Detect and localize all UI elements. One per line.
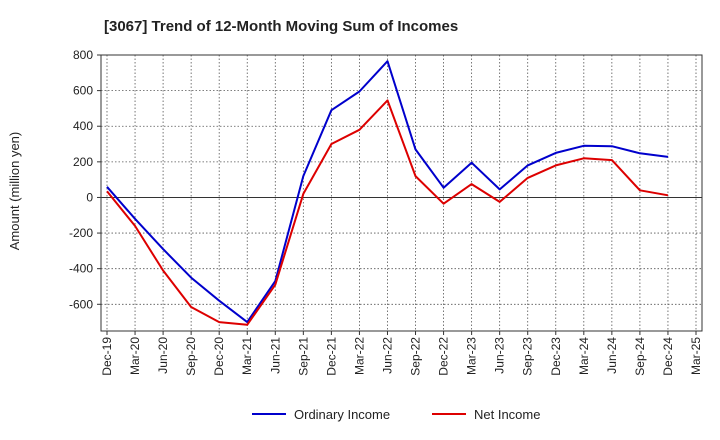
- series-line-ordinary-income: [106, 60, 669, 324]
- x-tick-label: Jun-21: [268, 337, 282, 374]
- x-tick-label: Sep-20: [184, 337, 198, 376]
- y-tick-label: 800: [73, 48, 93, 62]
- legend-label: Net Income: [474, 407, 540, 422]
- series-line-net-income: [106, 99, 669, 326]
- x-tick-label: Jun-23: [493, 337, 507, 374]
- x-tick-label: Dec-21: [324, 337, 338, 376]
- x-tick-label: Mar-25: [689, 337, 703, 375]
- x-tick-label: Jun-20: [156, 337, 170, 374]
- x-tick-label: Sep-21: [296, 337, 310, 376]
- legend-label: Ordinary Income: [294, 407, 390, 422]
- y-tick-label: 400: [73, 119, 93, 133]
- x-tick-label: Mar-21: [240, 337, 254, 375]
- y-tick-label: -400: [69, 262, 93, 276]
- y-ticks-layer: 800 600 400 200 0 -200 -400 -600: [69, 48, 101, 311]
- chart-title: [3067] Trend of 12-Month Moving Sum of I…: [104, 18, 458, 35]
- x-tick-label: Mar-23: [465, 337, 479, 375]
- grid-layer: [101, 54, 702, 331]
- x-tick-label: Jun-22: [380, 337, 394, 374]
- y-tick-label: 0: [86, 190, 93, 204]
- x-tick-label: Dec-20: [212, 337, 226, 376]
- y-tick-label: 600: [73, 84, 93, 98]
- y-axis-label-group: Amount (million yen): [7, 132, 22, 251]
- x-tick-label: Mar-22: [352, 337, 366, 375]
- x-ticks-layer: Dec-19 Mar-20 Jun-20 Sep-20 Dec-20 Mar-21 Jun-…: [100, 331, 703, 376]
- y-tick-label: -600: [69, 297, 93, 311]
- x-tick-label: Dec-24: [661, 337, 675, 376]
- y-axis-label: Amount (million yen): [7, 132, 22, 251]
- x-tick-label: Mar-24: [577, 337, 591, 375]
- y-tick-label: -200: [69, 226, 93, 240]
- x-tick-label: Dec-23: [549, 337, 563, 376]
- y-tick-label: 200: [73, 155, 93, 169]
- x-tick-label: Dec-19: [100, 337, 114, 376]
- x-tick-label: Sep-24: [633, 337, 647, 376]
- plot-frame: [100, 54, 703, 332]
- x-tick-label: Sep-23: [521, 337, 535, 376]
- legend: Ordinary Income Net Income: [252, 407, 540, 422]
- x-tick-label: Dec-22: [437, 337, 451, 376]
- series-layer: [106, 60, 669, 326]
- x-tick-label: Jun-24: [605, 337, 619, 374]
- x-tick-label: Sep-22: [409, 337, 423, 376]
- x-tick-label: Mar-20: [128, 337, 142, 375]
